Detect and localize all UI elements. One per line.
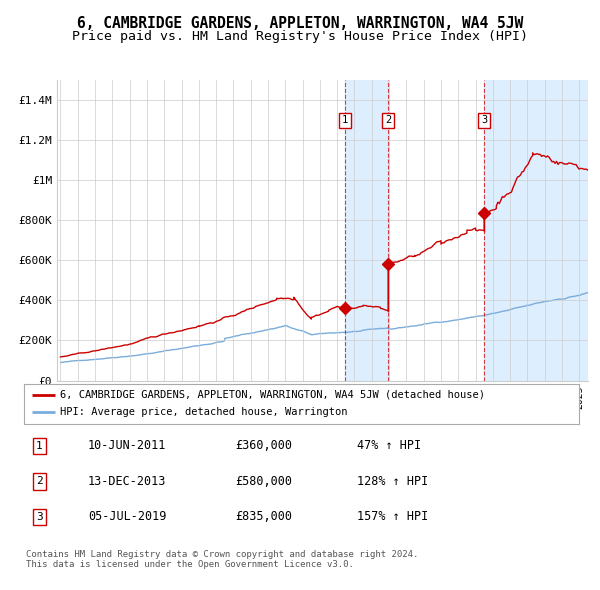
Text: Contains HM Land Registry data © Crown copyright and database right 2024.
This d: Contains HM Land Registry data © Crown c…	[26, 550, 418, 569]
Text: 2: 2	[385, 115, 391, 125]
Text: 157% ↑ HPI: 157% ↑ HPI	[357, 510, 428, 523]
Text: 128% ↑ HPI: 128% ↑ HPI	[357, 475, 428, 488]
Text: £580,000: £580,000	[235, 475, 292, 488]
Text: 2: 2	[36, 477, 43, 486]
Text: 6, CAMBRIDGE GARDENS, APPLETON, WARRINGTON, WA4 5JW (detached house): 6, CAMBRIDGE GARDENS, APPLETON, WARRINGT…	[60, 390, 485, 400]
Text: HPI: Average price, detached house, Warrington: HPI: Average price, detached house, Warr…	[60, 407, 347, 417]
Text: 1: 1	[341, 115, 348, 125]
Text: Price paid vs. HM Land Registry's House Price Index (HPI): Price paid vs. HM Land Registry's House …	[72, 30, 528, 43]
Bar	[345, 80, 388, 381]
Text: 6, CAMBRIDGE GARDENS, APPLETON, WARRINGTON, WA4 5JW: 6, CAMBRIDGE GARDENS, APPLETON, WARRINGT…	[77, 16, 523, 31]
Text: £835,000: £835,000	[235, 510, 292, 523]
Text: 47% ↑ HPI: 47% ↑ HPI	[357, 440, 421, 453]
Text: 1: 1	[36, 441, 43, 451]
Text: £360,000: £360,000	[235, 440, 292, 453]
Text: 10-JUN-2011: 10-JUN-2011	[88, 440, 166, 453]
Text: 05-JUL-2019: 05-JUL-2019	[88, 510, 166, 523]
Bar	[484, 80, 588, 381]
Text: 13-DEC-2013: 13-DEC-2013	[88, 475, 166, 488]
Text: 3: 3	[481, 115, 487, 125]
Text: 3: 3	[36, 512, 43, 522]
